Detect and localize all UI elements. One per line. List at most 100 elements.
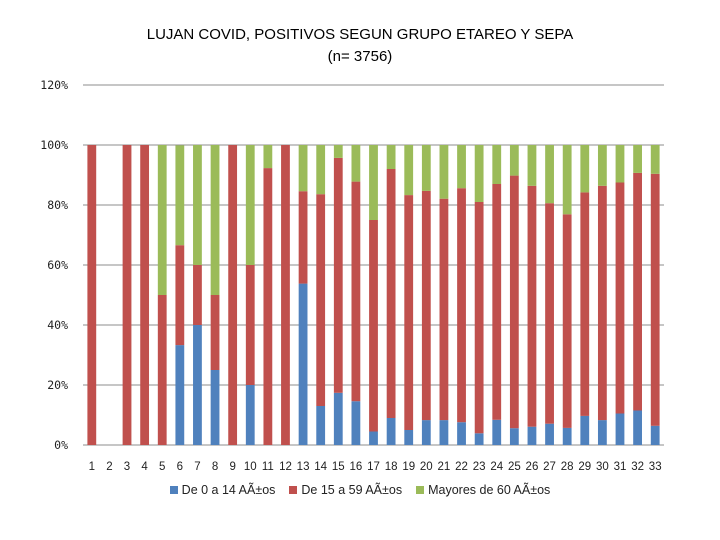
bar-segment	[580, 192, 590, 416]
bar-segment	[457, 188, 466, 423]
x-tick-label: 27	[543, 461, 556, 473]
x-tick-label: 6	[177, 461, 183, 473]
bar-segment	[369, 145, 378, 220]
x-tick-label: 21	[438, 461, 451, 473]
bar-segment	[633, 145, 642, 173]
chart-subtitle: (n= 3756)	[327, 48, 393, 65]
x-tick-label: 28	[561, 461, 574, 473]
bar-segment	[562, 214, 572, 428]
bar-segment	[633, 172, 642, 411]
x-tick-label: 19	[402, 461, 415, 473]
legend-swatch	[289, 486, 298, 494]
bar-segment	[457, 422, 466, 445]
x-tick-label: 22	[455, 461, 468, 473]
x-tick-label: 16	[349, 461, 362, 473]
bar-segment	[404, 195, 414, 430]
legend-swatch	[169, 486, 178, 494]
legend-label: De 15 a 59 AÃ±os	[301, 483, 403, 497]
bar-segment	[545, 423, 554, 445]
y-tick-label: 20%	[47, 378, 68, 392]
x-tick-label: 5	[159, 461, 165, 473]
bar-segment	[175, 345, 185, 445]
bar-segment	[615, 145, 625, 183]
bar-segment	[421, 190, 431, 421]
bar-segment	[650, 425, 660, 445]
legend-item: De 15 a 59 AÃ±os	[289, 483, 402, 497]
bar-segment	[298, 145, 308, 192]
bar-segment	[386, 169, 396, 418]
bar-segment	[421, 145, 431, 191]
bar-segment	[562, 427, 572, 445]
bar-segment	[597, 145, 607, 186]
bar-segment	[210, 370, 220, 445]
x-tick-label: 15	[332, 461, 345, 473]
bar-segment	[333, 392, 343, 445]
bar-segment	[316, 194, 326, 406]
bar-segment	[509, 428, 519, 445]
bars	[87, 145, 660, 445]
bar-segment	[580, 415, 590, 445]
y-axis-ticks: 0% 20% 40% 60% 80% 100% 120%	[40, 78, 68, 452]
bar-segment	[474, 433, 484, 445]
bar-segment	[597, 185, 607, 421]
y-tick-label: 60%	[47, 258, 68, 272]
x-tick-label: 4	[141, 461, 148, 473]
bar-segment	[615, 413, 625, 445]
bar-segment	[87, 145, 97, 445]
x-tick-label: 14	[314, 461, 327, 473]
x-tick-label: 1	[89, 461, 95, 473]
bar-segment	[316, 145, 326, 195]
bar-segment	[193, 265, 202, 325]
bar-segment	[562, 145, 572, 215]
x-tick-label: 13	[297, 461, 310, 473]
bar-segment	[580, 145, 590, 193]
bar-segment	[333, 145, 343, 158]
y-tick-label: 80%	[47, 198, 68, 212]
bar-segment	[175, 245, 185, 346]
bar-segment	[228, 145, 238, 445]
bar-segment	[509, 145, 519, 176]
bar-segment	[193, 325, 202, 445]
legend-item: De 0 a 14 AÃ±os	[169, 483, 276, 497]
bar-segment	[175, 145, 185, 246]
bar-segment	[316, 406, 326, 445]
bar-segment	[245, 385, 255, 445]
bar-segment	[351, 145, 361, 182]
x-tick-label: 9	[229, 461, 235, 473]
bar-segment	[474, 145, 484, 202]
x-tick-label: 17	[367, 461, 380, 473]
bar-segment	[509, 175, 519, 429]
bar-segment	[281, 145, 290, 445]
bar-segment	[527, 426, 537, 445]
x-tick-label: 2	[106, 461, 112, 473]
bar-segment	[386, 145, 396, 169]
legend-label: De 0 a 14 AÃ±os	[181, 483, 276, 497]
y-tick-label: 100%	[40, 138, 68, 152]
x-tick-label: 33	[649, 461, 662, 473]
bar-segment	[492, 184, 502, 420]
bar-segment	[474, 202, 484, 434]
bar-segment	[615, 182, 625, 414]
x-tick-label: 3	[124, 461, 130, 473]
x-tick-label: 32	[631, 461, 644, 473]
bar-segment	[333, 157, 343, 393]
bar-segment	[386, 418, 396, 445]
bar-segment	[193, 145, 202, 265]
bar-segment	[157, 145, 167, 295]
bar-segment	[369, 431, 378, 445]
legend-swatch	[416, 486, 425, 494]
bar-segment	[650, 145, 660, 174]
legend-label: Mayores de 60 AÃ±os	[428, 483, 551, 497]
x-tick-label: 12	[279, 461, 292, 473]
bar-segment	[492, 419, 502, 445]
bar-segment	[457, 145, 466, 189]
bar-segment	[545, 145, 554, 204]
x-tick-label: 29	[578, 461, 591, 473]
x-tick-label: 31	[614, 461, 627, 473]
bar-segment	[140, 145, 150, 445]
y-tick-label: 40%	[47, 318, 68, 332]
x-tick-label: 10	[244, 461, 257, 473]
bar-segment	[210, 145, 220, 295]
bar-segment	[527, 185, 537, 427]
x-tick-label: 8	[212, 461, 218, 473]
